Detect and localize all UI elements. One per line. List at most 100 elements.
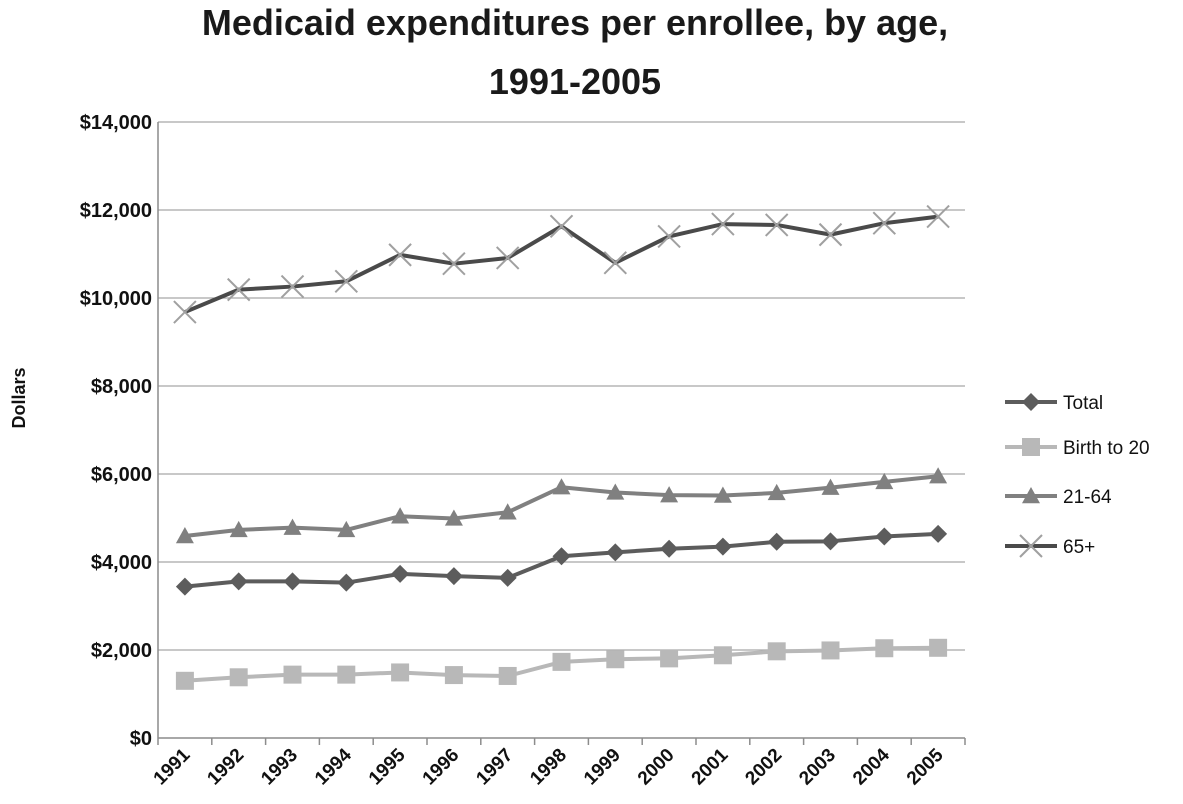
data-point	[552, 478, 571, 495]
x-tick-label: 2000	[634, 745, 679, 790]
data-point	[767, 532, 786, 551]
series-total	[175, 524, 948, 596]
data-point	[929, 467, 948, 484]
data-point	[821, 641, 840, 660]
data-point	[229, 668, 248, 687]
data-point	[552, 652, 571, 671]
legend-label: 65+	[1063, 537, 1095, 558]
y-tick-label: $8,000	[91, 376, 152, 398]
data-point	[280, 274, 305, 299]
data-point	[444, 567, 463, 586]
legend-marker	[1022, 487, 1040, 504]
data-point	[711, 212, 735, 236]
data-point	[606, 650, 625, 669]
legend-label: Birth to 20	[1063, 438, 1150, 459]
y-tick-label: $2,000	[91, 640, 152, 662]
data-point	[929, 524, 948, 543]
chart-title: Medicaid expenditures per enrollee, by a…	[202, 2, 948, 102]
x-tick-label: 2001	[688, 744, 733, 789]
data-point	[549, 214, 574, 238]
data-point	[606, 543, 625, 562]
data-point	[875, 472, 894, 490]
legend-item: Birth to 20	[1005, 438, 1150, 459]
data-point	[498, 666, 517, 685]
data-point	[872, 211, 897, 235]
x-tick-label: 1992	[203, 745, 248, 790]
x-tick-label: 1996	[419, 745, 464, 790]
legend-label: Total	[1063, 393, 1103, 414]
data-point	[175, 577, 194, 596]
legend-item: 21-64	[1005, 487, 1112, 508]
x-tick-label: 1998	[526, 745, 571, 790]
data-point	[603, 251, 628, 275]
legend-item: 65+	[1005, 534, 1095, 558]
data-point	[442, 251, 466, 276]
x-tick-label: 1993	[257, 745, 302, 790]
legend: Total Birth to 20 21-64 65+	[1005, 393, 1150, 558]
data-point	[283, 665, 302, 684]
data-point	[391, 564, 410, 583]
x-tick-label: 1991	[150, 744, 195, 789]
y-tick-label: $0	[130, 728, 152, 750]
data-point	[660, 486, 679, 503]
x-tick-label: 1995	[365, 744, 410, 789]
y-axis-ticks: $0 $2,000 $4,000 $6,000 $8,000 $10,000 $12,000…	[80, 112, 152, 750]
data-point	[391, 663, 410, 682]
y-tick-label: $6,000	[91, 464, 152, 486]
legend-marker	[1019, 534, 1043, 558]
data-point	[173, 300, 197, 324]
x-tick-label: 2002	[741, 745, 786, 790]
data-point	[657, 224, 681, 249]
data-point	[606, 483, 625, 500]
legend-item: Total	[1005, 393, 1103, 414]
data-point	[283, 518, 302, 535]
y-tick-label: $10,000	[80, 288, 152, 310]
data-point	[388, 243, 412, 267]
data-point	[821, 532, 840, 551]
chart-title-line-1: Medicaid expenditures per enrollee, by a…	[202, 2, 948, 43]
data-point	[175, 527, 194, 544]
data-point	[875, 527, 894, 546]
data-point	[660, 539, 679, 558]
data-point	[337, 665, 356, 684]
data-point	[926, 204, 950, 229]
data-point	[334, 269, 359, 293]
x-axis-ticks: 1991 1992 1993 1994 1995 1996 1997 1998 1999 2000…	[150, 744, 948, 789]
data-point	[391, 507, 410, 524]
x-tick-label: 1997	[472, 745, 517, 790]
data-point	[818, 222, 843, 247]
series-65-	[173, 204, 950, 324]
data-point	[229, 572, 248, 591]
x-tick-label: 2003	[795, 745, 840, 790]
legend-label: 21-64	[1063, 487, 1112, 508]
data-point	[337, 520, 356, 538]
data-point	[283, 572, 302, 591]
data-point	[821, 478, 840, 495]
data-point	[495, 246, 520, 270]
chart-title-line-2: 1991-2005	[489, 61, 661, 102]
x-tick-label: 2004	[849, 744, 894, 789]
data-point	[713, 537, 732, 556]
data-point	[498, 568, 517, 587]
series-birth-to-20	[175, 638, 948, 690]
x-tick-label: 2005	[903, 744, 948, 789]
y-tick-label: $14,000	[80, 112, 152, 134]
data-point	[767, 483, 786, 501]
x-tick-label: 1994	[311, 744, 356, 789]
data-point	[713, 486, 732, 503]
data-point	[660, 649, 679, 668]
y-tick-label: $12,000	[80, 200, 152, 222]
data-point	[229, 520, 248, 538]
data-point	[337, 573, 356, 592]
series-area	[173, 204, 950, 690]
x-tick-label: 1999	[580, 745, 625, 790]
legend-marker	[1022, 438, 1040, 456]
y-axis-label: Dollars	[9, 367, 29, 428]
data-point	[498, 503, 517, 520]
data-point	[444, 666, 463, 685]
data-point	[875, 639, 894, 658]
data-point	[767, 642, 786, 661]
data-point	[552, 547, 571, 566]
y-tick-label: $4,000	[91, 552, 152, 574]
